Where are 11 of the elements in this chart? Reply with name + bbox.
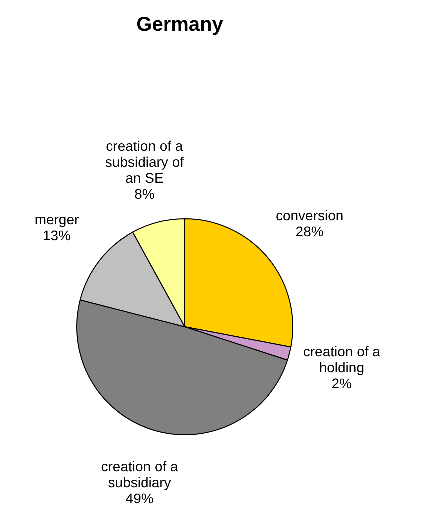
slice-label: conversion [276,208,344,224]
data-label: 2% [332,375,352,392]
chart-title: Germany [136,14,224,37]
slice-label: creation of a subsidiary [101,458,179,491]
data-label: 49% [126,490,154,507]
slice-label: creation of a holding [303,343,381,376]
data-label: 28% [296,224,324,240]
data-label: 8% [134,186,155,202]
data-label: 13% [42,228,72,244]
slice-label: creation of a subsidiary of an SE [105,138,184,186]
slice-label: merger [34,212,80,228]
